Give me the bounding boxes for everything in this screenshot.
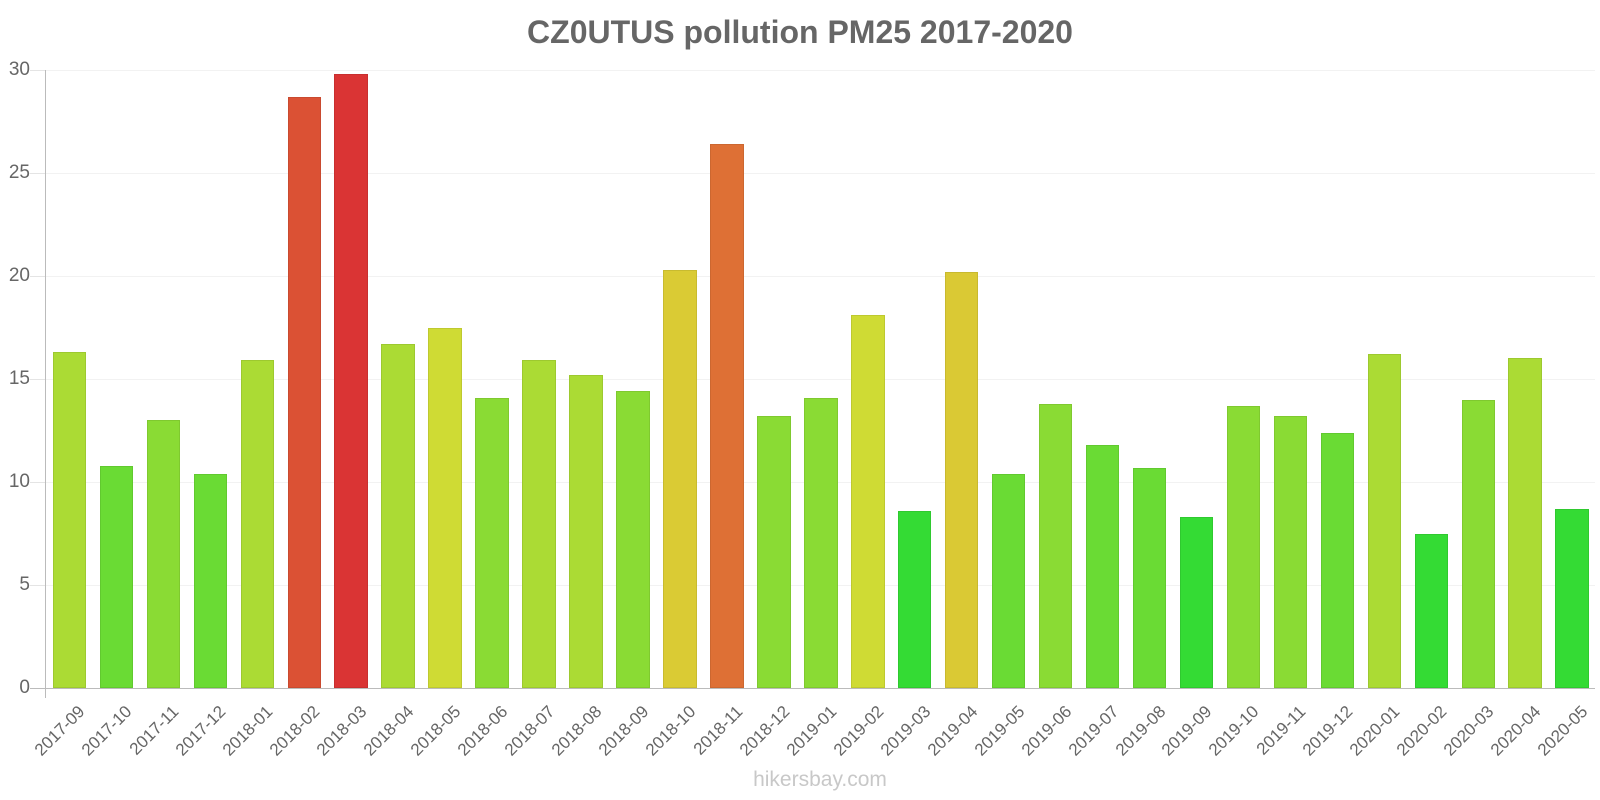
x-tick-label: 2019-11	[1253, 702, 1310, 759]
gridline	[46, 379, 1595, 380]
bar-2018-02[interactable]	[287, 96, 321, 688]
x-tick-label: 2018-12	[735, 702, 794, 760]
bar-2018-08[interactable]	[569, 374, 603, 688]
bar-2020-05[interactable]	[1555, 508, 1589, 688]
bar-2020-04[interactable]	[1508, 358, 1542, 688]
watermark: hikersbay.com	[753, 768, 887, 791]
x-tick-label: 2019-01	[782, 702, 841, 760]
y-tick-mark	[30, 70, 46, 71]
x-tick-label: 2020-02	[1393, 702, 1451, 760]
x-tick-label: 2019-06	[1017, 702, 1076, 760]
bar-2017-10[interactable]	[99, 465, 134, 688]
x-tick-label: 2018-07	[500, 702, 559, 760]
bar-2017-11[interactable]	[146, 420, 181, 688]
bar-2019-07[interactable]	[1085, 444, 1120, 688]
x-tick-label: 2019-07	[1064, 702, 1122, 760]
x-tick-label: 2017-10	[78, 702, 136, 760]
y-tick-label: 30	[8, 59, 30, 80]
bar-2018-01[interactable]	[240, 360, 275, 688]
bar-2018-03[interactable]	[334, 74, 368, 688]
y-tick-label: 25	[8, 162, 30, 183]
y-tick-mark	[30, 585, 46, 586]
bar-2018-12[interactable]	[757, 416, 791, 688]
x-tick-label: 2018-01	[219, 702, 277, 760]
bar-2019-03[interactable]	[897, 510, 932, 688]
y-tick-mark	[30, 379, 46, 380]
bar-2018-11[interactable]	[710, 144, 744, 688]
bar-2020-03[interactable]	[1461, 399, 1495, 688]
bar-2019-04[interactable]	[944, 271, 979, 688]
bar-2019-12[interactable]	[1320, 432, 1355, 688]
bar-2018-10[interactable]	[663, 269, 697, 688]
x-tick-label: 2019-02	[829, 702, 888, 760]
y-tick-mark	[30, 276, 46, 277]
x-tick-label: 2018-10	[641, 702, 700, 760]
bar-2018-07[interactable]	[522, 360, 556, 688]
bar-2019-11[interactable]	[1273, 416, 1308, 688]
x-tick-label: 2017-12	[172, 702, 230, 760]
y-tick-label: 20	[8, 265, 30, 286]
gridline	[46, 173, 1595, 174]
bar-2018-06[interactable]	[475, 397, 509, 688]
x-tick-label: 2018-08	[547, 702, 606, 760]
gridline	[46, 70, 1595, 71]
x-tick-label: 2019-08	[1111, 702, 1169, 760]
x-tick-label: 2019-04	[923, 702, 982, 760]
y-tick-label: 0	[19, 677, 30, 698]
y-tick-mark	[30, 173, 46, 174]
x-tick-label: 2018-09	[594, 702, 653, 760]
bar-2019-08[interactable]	[1132, 467, 1167, 688]
x-tick-label: 2020-01	[1346, 702, 1404, 760]
x-tick-label: 2020-03	[1440, 702, 1498, 760]
x-tick-label: 2019-12	[1299, 702, 1357, 760]
bar-2019-10[interactable]	[1226, 405, 1261, 688]
y-tick-label: 10	[8, 471, 30, 492]
bar-2020-02[interactable]	[1414, 533, 1449, 688]
y-tick-label: 5	[19, 574, 30, 595]
bar-2019-02[interactable]	[851, 315, 885, 688]
gridline	[46, 276, 1595, 277]
bar-2017-12[interactable]	[193, 473, 228, 688]
bar-2018-05[interactable]	[428, 327, 462, 688]
bar-2018-04[interactable]	[381, 343, 415, 688]
x-tick-label: 2018-05	[407, 702, 465, 760]
bar-2020-01[interactable]	[1367, 354, 1402, 688]
x-tick-label: 2019-03	[876, 702, 935, 760]
x-tick-label: 2018-02	[266, 702, 324, 760]
y-tick-label: 15	[8, 368, 30, 389]
x-tick-label: 2018-03	[313, 702, 371, 760]
bar-2019-06[interactable]	[1038, 403, 1073, 688]
x-tick-label: 2019-05	[970, 702, 1029, 760]
x-tick-label: 2019-09	[1158, 702, 1216, 760]
x-tick-label: 2018-06	[453, 702, 512, 760]
bar-2017-09[interactable]	[52, 352, 87, 688]
x-tick-label: 2020-04	[1487, 702, 1545, 760]
bar-2019-05[interactable]	[991, 473, 1026, 688]
y-tick-mark	[30, 482, 46, 483]
x-axis-line	[30, 688, 1595, 689]
x-tick-label: 2019-10	[1205, 702, 1263, 760]
bar-2019-01[interactable]	[804, 397, 838, 688]
x-tick-label: 2018-04	[360, 702, 418, 760]
chart-title: CZ0UTUS pollution PM25 2017-2020	[527, 14, 1073, 50]
y-axis-line	[45, 70, 46, 698]
bar-2019-09[interactable]	[1179, 517, 1214, 688]
x-tick-label: 2018-11	[689, 702, 747, 759]
x-tick-label: 2017-09	[31, 702, 89, 760]
bar-2018-09[interactable]	[616, 391, 650, 688]
x-tick-label: 2017-11	[126, 702, 183, 759]
x-tick-label: 2020-05	[1534, 702, 1592, 760]
